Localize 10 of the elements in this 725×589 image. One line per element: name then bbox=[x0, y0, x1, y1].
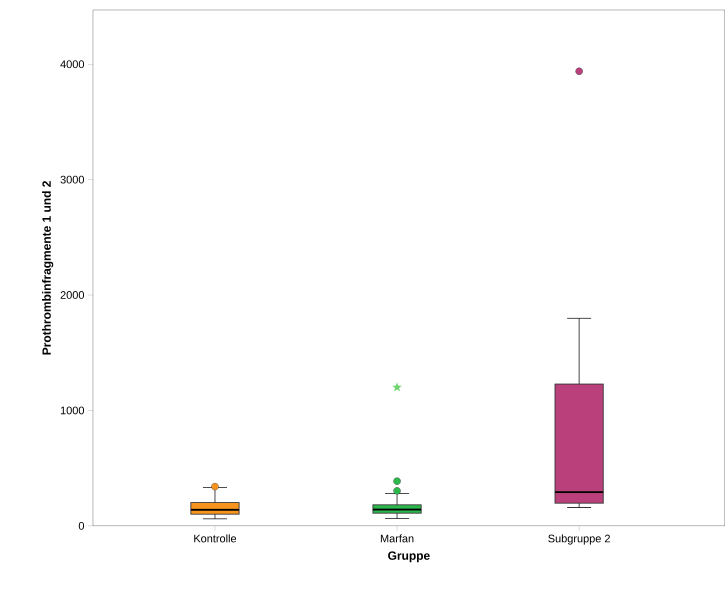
x-tick-label: Kontrolle bbox=[194, 534, 236, 542]
y-tick-label: 2000 bbox=[60, 291, 84, 299]
y-tick-label: 0 bbox=[78, 522, 84, 530]
x-axis-title: Gruppe bbox=[388, 551, 430, 562]
y-tick-label: 1000 bbox=[60, 406, 84, 414]
y-axis-title: Prothrombinfragmente 1 und 2 bbox=[42, 181, 54, 355]
x-tick-label: Marfan bbox=[380, 534, 414, 542]
x-tick-label: Subgruppe 2 bbox=[548, 534, 610, 545]
y-tick-label: 4000 bbox=[60, 60, 84, 68]
y-tick-label: 3000 bbox=[60, 176, 84, 184]
